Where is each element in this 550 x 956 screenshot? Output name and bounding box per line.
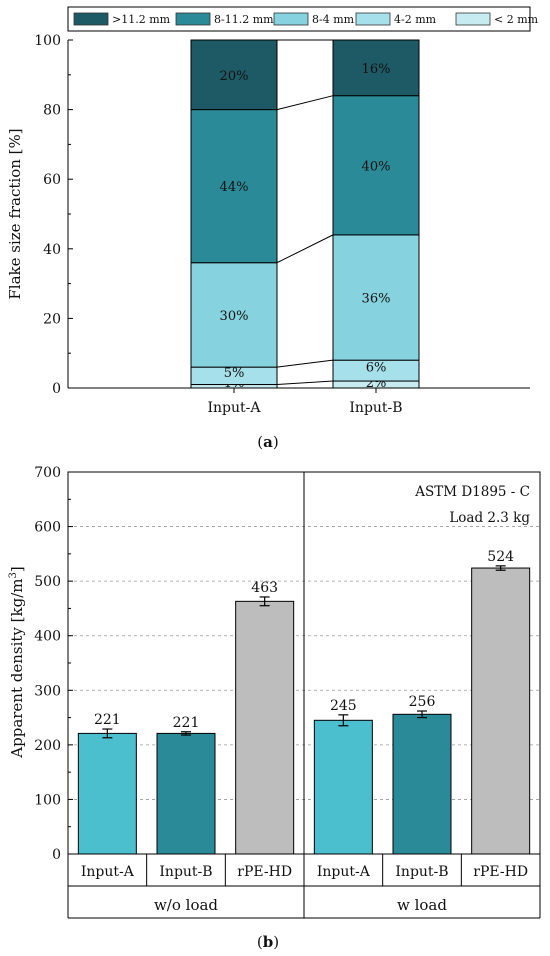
data-label: 245 [330, 698, 357, 714]
y-tick-label-b: 700 [34, 465, 61, 481]
data-label: 221 [173, 715, 200, 731]
bar [392, 713, 452, 855]
plot-area-a: 0204060801001%5%30%44%20%Input-A2%6%36%4… [34, 33, 530, 416]
y-tick-label-a: 40 [43, 242, 61, 258]
bar-segment [190, 262, 278, 368]
bar [77, 732, 137, 855]
panel-b: 0 100 200 300 400 500 600 700 221 Input-A 221 Input… [8, 465, 541, 951]
y-tick-label-b: 300 [34, 683, 61, 699]
connector-line [276, 359, 334, 368]
bar-segment [190, 39, 278, 111]
x-tick-label-b: Input-B [395, 864, 448, 880]
data-label: 256 [409, 694, 436, 710]
data-label: 524 [487, 549, 514, 565]
legend-swatch [273, 12, 309, 26]
y-axis-label-a: Flake size fraction [%] [6, 128, 24, 299]
y-tick-label-b: 200 [34, 738, 61, 754]
x-tick-label-a: Input-B [349, 400, 402, 416]
data-label: 40% [362, 159, 391, 174]
legend-swatch [73, 12, 109, 26]
y-tick-label-b: 100 [34, 792, 61, 808]
x-tick-label-b: rPE-HD [473, 864, 528, 880]
x-tick-label-b: rPE-HD [237, 864, 292, 880]
y-tick-label-a: 60 [43, 172, 61, 188]
bar-segment [332, 234, 420, 361]
y-tick-label-a: 100 [34, 33, 61, 49]
legend-label: >11.2 mm [112, 13, 171, 26]
data-label: 30% [220, 309, 249, 324]
y-tick-label-b: 0 [52, 847, 61, 863]
y-tick-label-a: 0 [52, 381, 61, 397]
legend-swatch [455, 12, 491, 26]
data-label: 6% [366, 361, 387, 376]
group-label: w/o load [154, 896, 218, 914]
bar-segment [332, 39, 420, 97]
legend-label: < 2 mm [494, 13, 539, 26]
group-label: w load [397, 896, 447, 914]
panel-label-a: (a) [257, 433, 278, 451]
y-tick-label-b: 500 [34, 574, 61, 590]
y-axis-label-b-suffix: ] [8, 566, 26, 572]
data-label: 44% [220, 180, 249, 195]
legend-swatch [175, 12, 211, 26]
legend-label: 8-4 mm [312, 13, 355, 26]
bar-segment [332, 95, 420, 236]
y-tick-label-a: 80 [43, 103, 61, 119]
bar-segment [190, 109, 278, 264]
legend-swatch [355, 12, 391, 26]
legend-label: 4-2 mm [394, 13, 437, 26]
y-axis-label-b-text: Apparent density [kg/m [8, 579, 26, 759]
y-tick-label-b: 600 [34, 520, 61, 536]
connector-line [276, 95, 334, 111]
bar [156, 732, 216, 855]
y-axis-label-b-sup: 3 [8, 572, 19, 578]
data-label: 20% [220, 69, 249, 84]
data-label: 16% [362, 62, 391, 77]
annotation-load: Load 2.3 kg [449, 510, 530, 526]
data-label: 221 [94, 712, 121, 728]
y-axis-label-b: Apparent density [kg/m3] [8, 566, 26, 758]
legend-label: 8-11.2 mm [214, 13, 274, 26]
data-label: 5% [224, 366, 245, 381]
connector-line [276, 380, 334, 386]
panel-a: >11.2 mm 8-11.2 mm 8-4 mm 4-2 mm < 2 mm 0 20 4… [6, 6, 539, 451]
x-tick-label-a: Input-A [208, 400, 262, 416]
bar [471, 567, 531, 855]
x-tick-label-b: Input-A [81, 864, 135, 880]
x-tick-label-b: Input-A [317, 864, 371, 880]
connector-line [276, 234, 334, 264]
bar [313, 719, 373, 855]
data-label: 463 [251, 580, 278, 596]
panel-label-b: (b) [257, 933, 279, 951]
legend: >11.2 mm 8-11.2 mm 8-4 mm 4-2 mm < 2 mm [67, 6, 539, 32]
y-tick-label-a: 20 [43, 311, 61, 327]
y-tick-label-b: 400 [34, 629, 61, 645]
x-tick-label-b: Input-B [159, 864, 212, 880]
bar [235, 600, 295, 855]
plot-area-b: 0 100 200 300 400 500 600 700 221 Input-A 221 Input… [34, 465, 541, 919]
annotation-standard: ASTM D1895 - C [414, 484, 530, 500]
data-label: 36% [362, 292, 391, 307]
